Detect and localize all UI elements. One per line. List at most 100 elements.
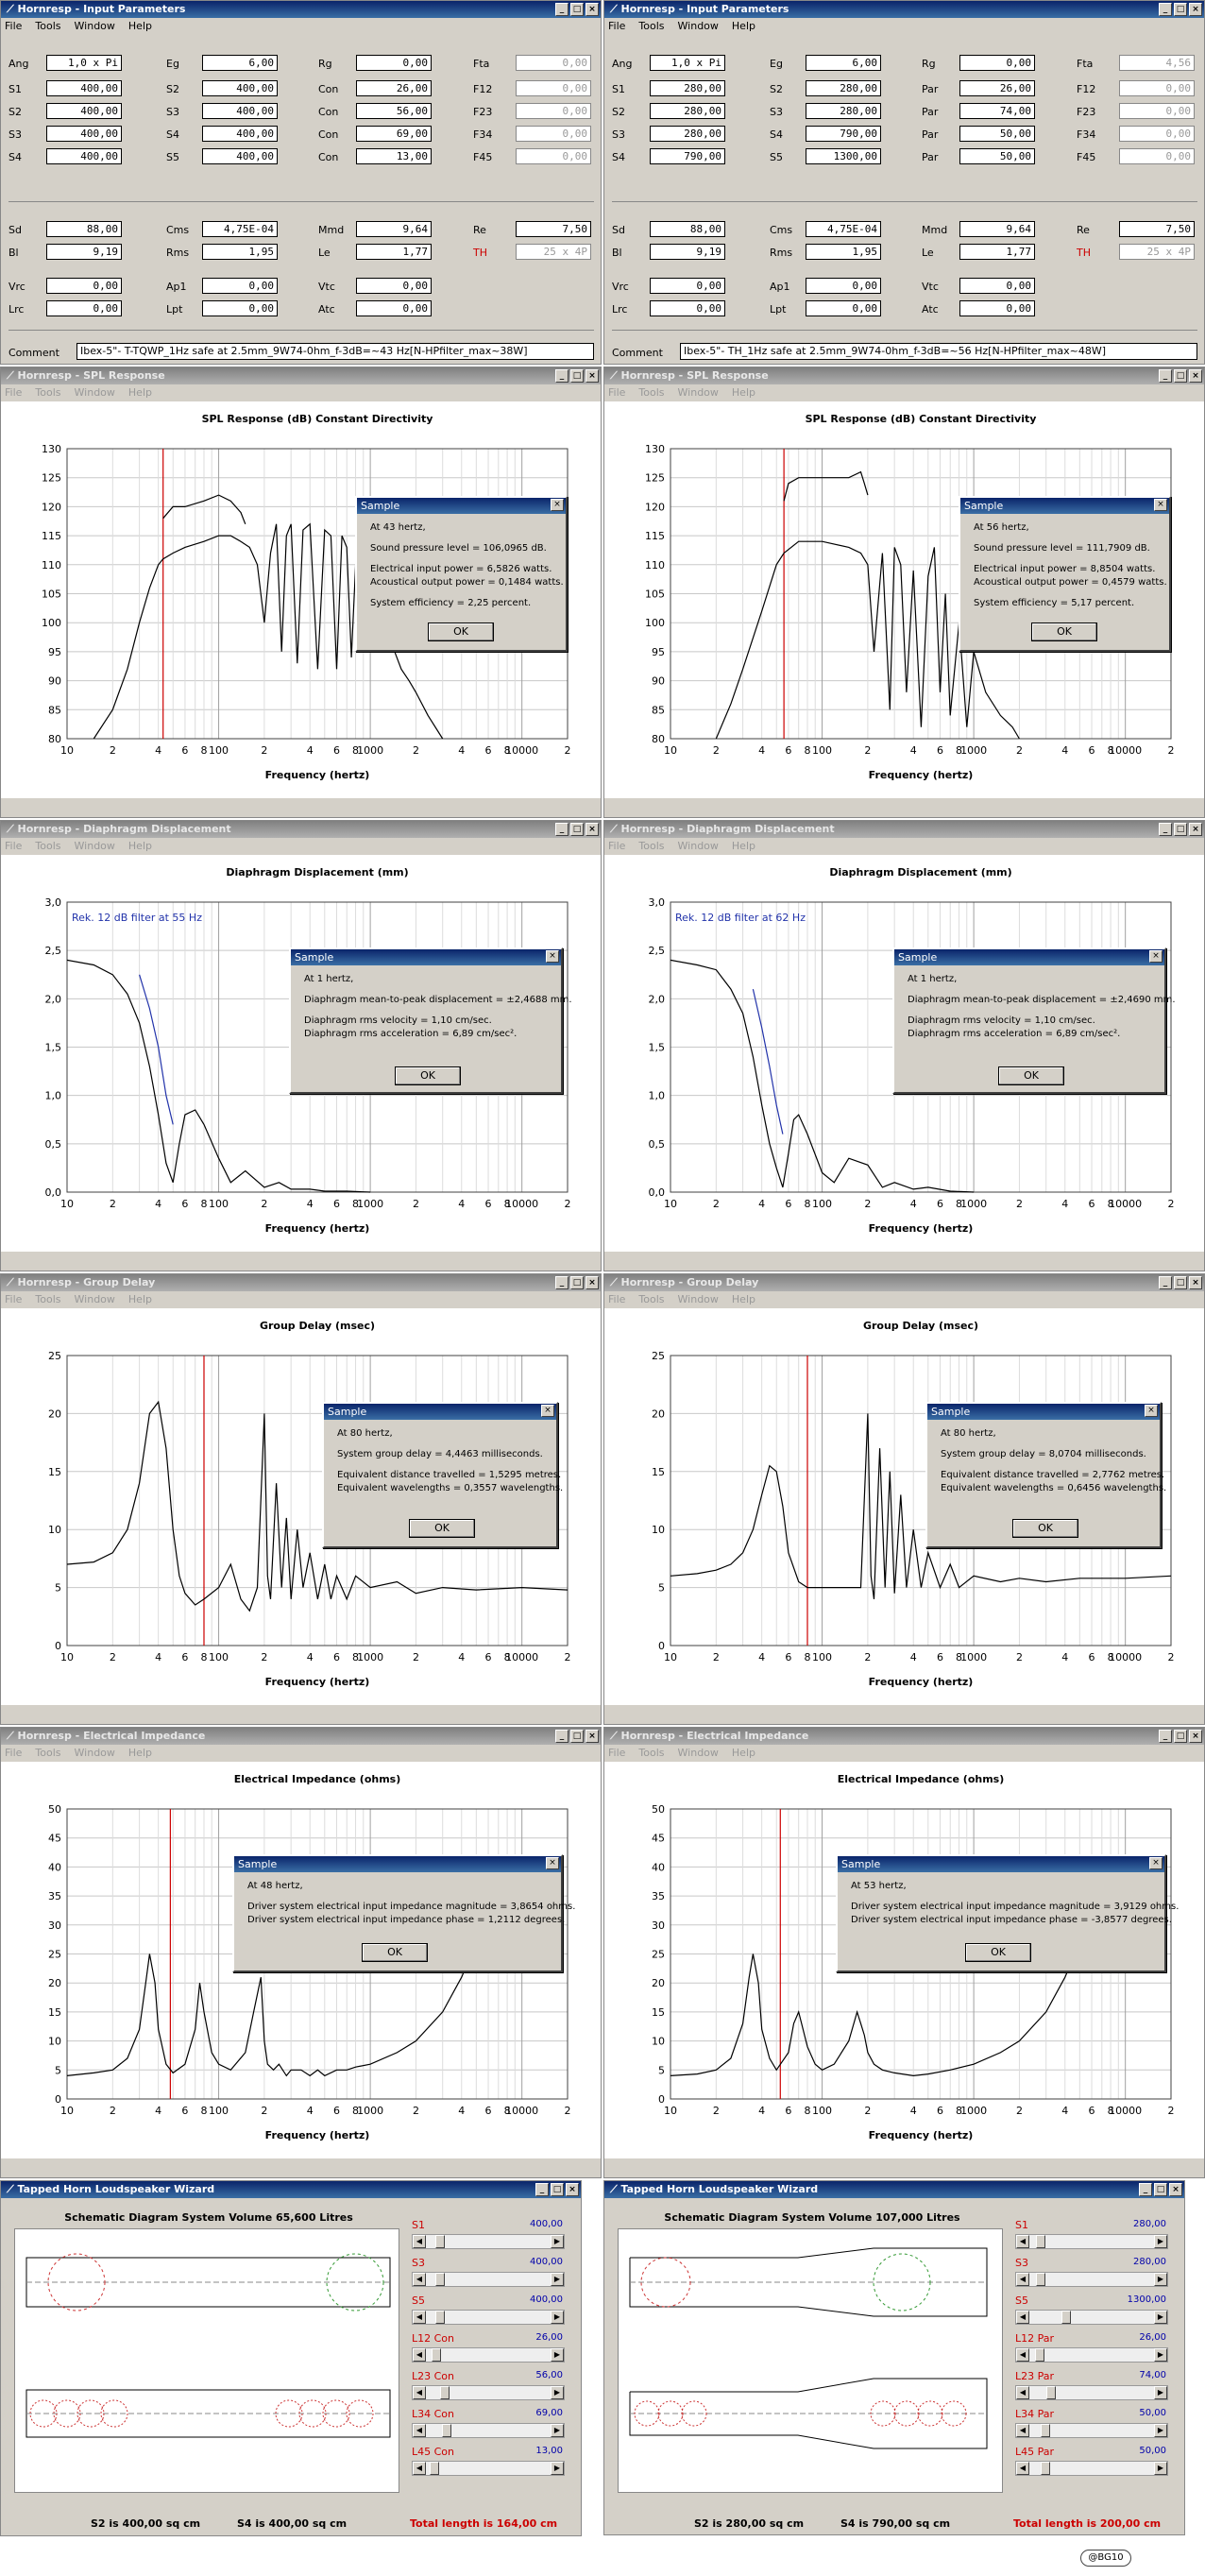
rg-field[interactable]: 0,00 (356, 55, 432, 71)
close-icon[interactable]: × (586, 3, 599, 16)
f23-field[interactable]: 0,00 (516, 103, 591, 119)
menu-tools[interactable]: Tools (35, 1747, 61, 1759)
close-icon[interactable]: × (1154, 499, 1167, 511)
menu-tools[interactable]: Tools (35, 1293, 61, 1305)
arrow-left-icon[interactable]: ◀ (1016, 2311, 1029, 2324)
lpt-field[interactable]: 0,00 (202, 300, 278, 316)
arrow-right-icon[interactable]: ▶ (551, 2273, 564, 2286)
rms-field[interactable]: 1,95 (806, 244, 881, 260)
menu-tools[interactable]: Tools (638, 386, 665, 399)
arrow-left-icon[interactable]: ◀ (413, 2348, 426, 2362)
vrc-field[interactable]: 0,00 (46, 278, 122, 294)
menu-help[interactable]: Help (127, 1747, 152, 1759)
slider-thumb[interactable] (439, 2386, 450, 2399)
menu-help[interactable]: Help (731, 1747, 755, 1759)
menu-window[interactable]: Window (74, 20, 115, 32)
s5-field[interactable]: 400,00 (202, 148, 278, 164)
ok-button[interactable]: OK (428, 623, 494, 641)
close-icon[interactable]: × (586, 1730, 599, 1743)
arrow-right-icon[interactable]: ▶ (1154, 2424, 1167, 2437)
arrow-left-icon[interactable]: ◀ (413, 2424, 426, 2437)
l45-field[interactable]: 50,00 (959, 148, 1035, 164)
s3-field[interactable]: 400,00 (202, 103, 278, 119)
th-field[interactable]: 25 x 4P (1119, 244, 1195, 260)
f12-field[interactable]: 0,00 (1119, 80, 1195, 96)
maximize-icon[interactable]: □ (570, 3, 584, 16)
menu-window[interactable]: Window (677, 1293, 719, 1305)
f23-field[interactable]: 0,00 (1119, 103, 1195, 119)
menu-file[interactable]: File (5, 386, 23, 399)
menu-file[interactable]: File (608, 386, 626, 399)
l12-field[interactable]: 26,00 (959, 80, 1035, 96)
close-icon[interactable]: × (1145, 1405, 1158, 1417)
l12-field[interactable]: 26,00 (356, 80, 432, 96)
menu-help[interactable]: Help (127, 386, 152, 399)
maximize-icon[interactable]: □ (1174, 3, 1187, 16)
arrow-left-icon[interactable]: ◀ (413, 2386, 426, 2399)
arrow-right-icon[interactable]: ▶ (1154, 2273, 1167, 2286)
minimize-icon[interactable]: _ (555, 823, 569, 836)
s3-field[interactable]: 280,00 (650, 126, 725, 142)
minimize-icon[interactable]: _ (535, 2183, 549, 2196)
menu-file[interactable]: File (5, 20, 23, 32)
slider-thumb[interactable] (429, 2462, 439, 2475)
slider-track[interactable]: ◀ ▶ (412, 2385, 565, 2400)
s4-field[interactable]: 400,00 (202, 126, 278, 142)
maximize-icon[interactable]: □ (551, 2183, 564, 2196)
slider-track[interactable]: ◀ ▶ (1015, 2461, 1168, 2476)
ok-button[interactable]: OK (395, 1066, 461, 1085)
l23-field[interactable]: 74,00 (959, 103, 1035, 119)
menu-help[interactable]: Help (731, 1293, 755, 1305)
slider-thumb[interactable] (1036, 2273, 1046, 2286)
minimize-icon[interactable]: _ (1159, 369, 1172, 383)
slider-track[interactable]: ◀ ▶ (1015, 2234, 1168, 2249)
slider-thumb[interactable] (432, 2348, 442, 2362)
minimize-icon[interactable]: _ (555, 3, 569, 16)
close-icon[interactable]: × (1149, 950, 1163, 963)
close-icon[interactable]: × (1189, 1730, 1202, 1743)
s3-field[interactable]: 280,00 (806, 103, 881, 119)
close-icon[interactable]: × (1149, 1857, 1163, 1869)
ok-button[interactable]: OK (1031, 623, 1097, 641)
slider-track[interactable]: ◀ ▶ (1015, 2423, 1168, 2438)
slider-thumb[interactable] (1035, 2348, 1045, 2362)
slider-thumb[interactable] (434, 2235, 445, 2248)
close-icon[interactable]: × (586, 369, 599, 383)
menu-window[interactable]: Window (74, 1747, 115, 1759)
menu-file[interactable]: File (5, 840, 23, 852)
close-icon[interactable]: × (546, 950, 559, 963)
maximize-icon[interactable]: □ (1174, 1730, 1187, 1743)
ok-button[interactable]: OK (1012, 1519, 1078, 1538)
s4-field[interactable]: 400,00 (46, 148, 122, 164)
close-icon[interactable]: × (541, 1405, 554, 1417)
f45-field[interactable]: 0,00 (516, 148, 591, 164)
close-icon[interactable]: × (566, 2183, 579, 2196)
ap1-field[interactable]: 0,00 (202, 278, 278, 294)
menu-help[interactable]: Help (731, 20, 755, 32)
slider-thumb[interactable] (1036, 2235, 1046, 2248)
f12-field[interactable]: 0,00 (516, 80, 591, 96)
rms-field[interactable]: 1,95 (202, 244, 278, 260)
menu-help[interactable]: Help (731, 386, 755, 399)
menu-window[interactable]: Window (677, 1747, 719, 1759)
ok-button[interactable]: OK (965, 1943, 1031, 1962)
l34-field[interactable]: 50,00 (959, 126, 1035, 142)
le-field[interactable]: 1,77 (959, 244, 1035, 260)
close-icon[interactable]: × (1169, 2183, 1182, 2196)
ok-button[interactable]: OK (362, 1943, 428, 1962)
menu-file[interactable]: File (5, 1747, 23, 1759)
fta-field[interactable]: 0,00 (516, 55, 591, 71)
slider-track[interactable]: ◀ ▶ (412, 2461, 565, 2476)
slider-thumb[interactable] (1041, 2462, 1051, 2475)
slider-track[interactable]: ◀ ▶ (412, 2347, 565, 2363)
minimize-icon[interactable]: _ (555, 1730, 569, 1743)
lrc-field[interactable]: 0,00 (46, 300, 122, 316)
maximize-icon[interactable]: □ (1174, 1276, 1187, 1289)
slider-track[interactable]: ◀ ▶ (1015, 2347, 1168, 2363)
maximize-icon[interactable]: □ (570, 369, 584, 383)
close-icon[interactable]: × (551, 499, 564, 511)
minimize-icon[interactable]: _ (555, 369, 569, 383)
arrow-left-icon[interactable]: ◀ (1016, 2462, 1029, 2475)
sd-field[interactable]: 88,00 (650, 221, 725, 237)
menu-file[interactable]: File (608, 1747, 626, 1759)
